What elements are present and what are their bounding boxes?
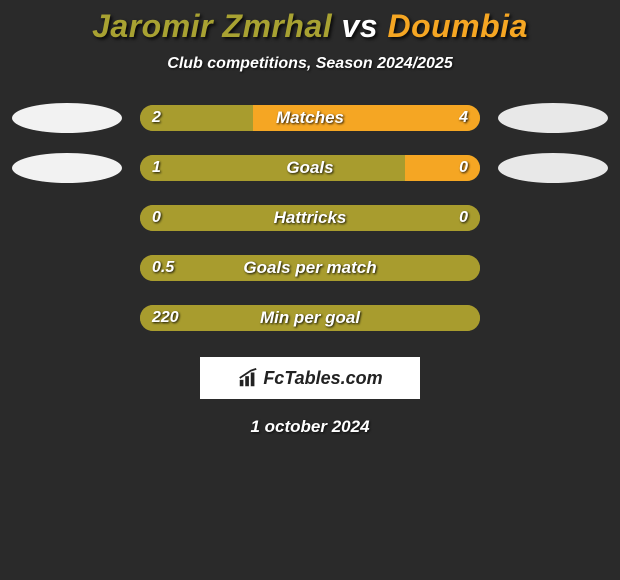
oval-left [12,103,122,133]
stat-row: 10Goals [0,153,620,183]
stat-label: Matches [140,105,480,131]
oval-placeholder [12,303,122,333]
stat-label: Goals per match [140,255,480,281]
stat-bar: 24Matches [140,105,480,131]
oval-left [12,153,122,183]
stat-label: Goals [140,155,480,181]
oval-right [498,103,608,133]
oval-placeholder [498,303,608,333]
subtitle: Club competitions, Season 2024/2025 [0,55,620,73]
player-a-name: Jaromir Zmrhal [92,8,332,44]
stat-bar: 00Hattricks [140,205,480,231]
date-text: 1 october 2024 [0,417,620,437]
player-b-name: Doumbia [387,8,527,44]
stat-bar: 10Goals [140,155,480,181]
comparison-title: Jaromir Zmrhal vs Doumbia [0,8,620,45]
oval-placeholder [498,253,608,283]
vs-text: vs [341,8,378,44]
oval-right [498,153,608,183]
oval-placeholder [498,203,608,233]
stats-rows: 24Matches 10Goals 00Hattricks 0.5Goals per … [0,103,620,333]
stat-row: 00Hattricks [0,203,620,233]
logo-box: FcTables.com [200,357,420,399]
stat-row: 24Matches [0,103,620,133]
stat-row: 220Min per goal [0,303,620,333]
oval-placeholder [12,203,122,233]
logo-text: FcTables.com [263,368,382,389]
stat-bar: 220Min per goal [140,305,480,331]
stat-bar: 0.5Goals per match [140,255,480,281]
comparison-card: Jaromir Zmrhal vs Doumbia Club competiti… [0,0,620,580]
stat-row: 0.5Goals per match [0,253,620,283]
oval-placeholder [12,253,122,283]
stat-label: Min per goal [140,305,480,331]
chart-icon [237,367,259,389]
stat-label: Hattricks [140,205,480,231]
